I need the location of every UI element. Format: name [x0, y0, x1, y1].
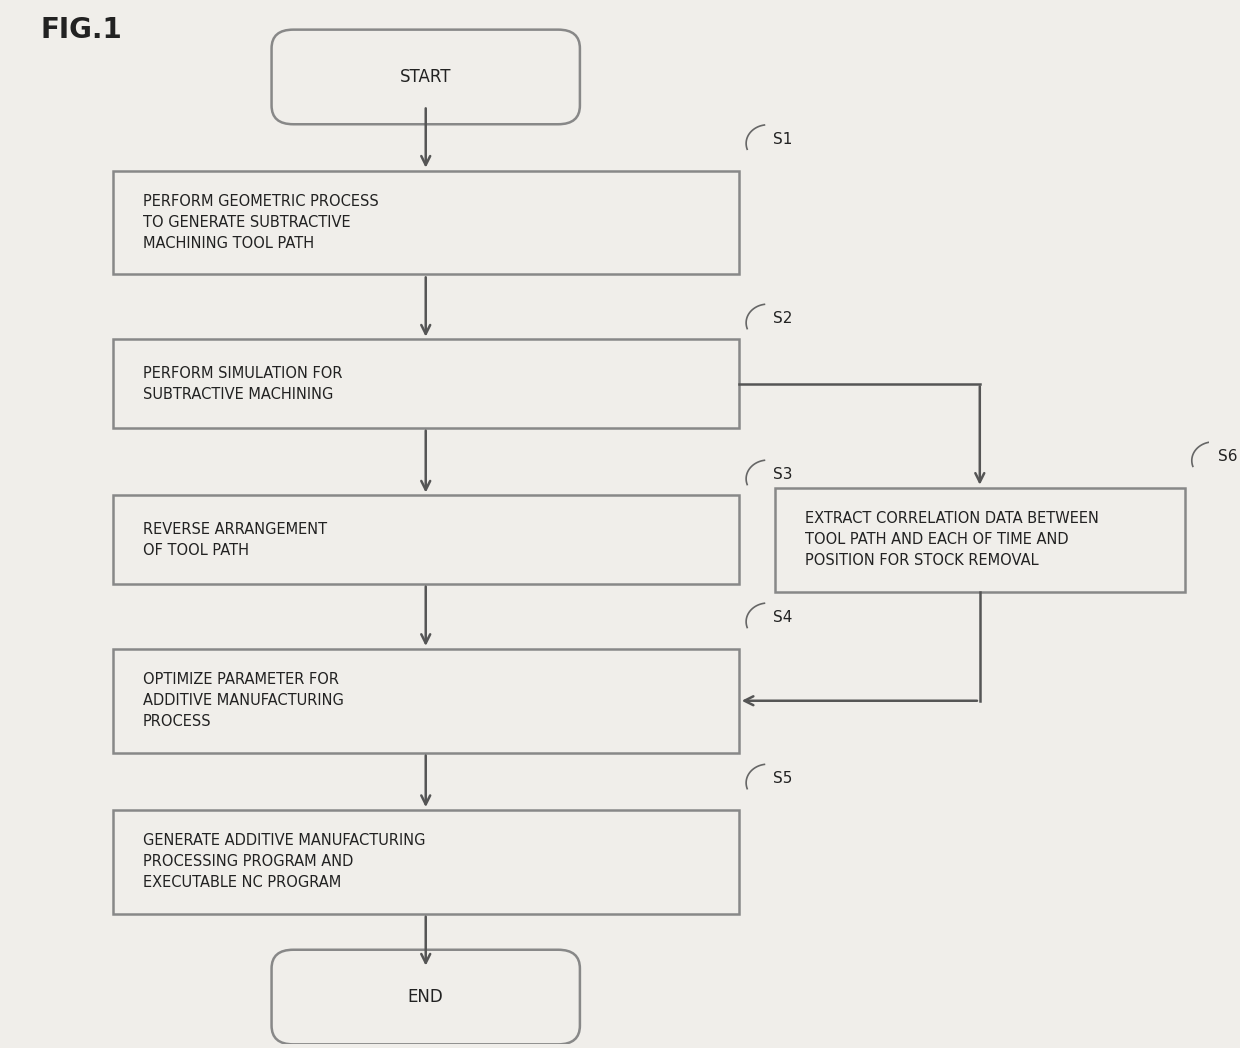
- Text: EXTRACT CORRELATION DATA BETWEEN
TOOL PATH AND EACH OF TIME AND
POSITION FOR STO: EXTRACT CORRELATION DATA BETWEEN TOOL PA…: [805, 511, 1099, 568]
- FancyBboxPatch shape: [272, 29, 580, 125]
- Text: S5: S5: [773, 771, 792, 786]
- Bar: [775, 487, 1184, 591]
- Text: PERFORM SIMULATION FOR
SUBTRACTIVE MACHINING: PERFORM SIMULATION FOR SUBTRACTIVE MACHI…: [143, 366, 342, 401]
- Text: REVERSE ARRANGEMENT
OF TOOL PATH: REVERSE ARRANGEMENT OF TOOL PATH: [143, 522, 327, 558]
- FancyBboxPatch shape: [272, 949, 580, 1045]
- Bar: [113, 810, 739, 914]
- Text: S2: S2: [773, 311, 792, 326]
- Text: GENERATE ADDITIVE MANUFACTURING
PROCESSING PROGRAM AND
EXECUTABLE NC PROGRAM: GENERATE ADDITIVE MANUFACTURING PROCESSI…: [143, 833, 425, 891]
- Bar: [113, 340, 739, 428]
- Text: S1: S1: [773, 132, 792, 147]
- Text: PERFORM GEOMETRIC PROCESS
TO GENERATE SUBTRACTIVE
MACHINING TOOL PATH: PERFORM GEOMETRIC PROCESS TO GENERATE SU…: [143, 194, 378, 252]
- Text: S3: S3: [773, 467, 792, 482]
- Bar: [113, 496, 739, 584]
- Text: START: START: [401, 68, 451, 86]
- Text: S6: S6: [1218, 449, 1238, 464]
- Bar: [113, 171, 739, 275]
- Text: S4: S4: [773, 610, 792, 625]
- Text: OPTIMIZE PARAMETER FOR
ADDITIVE MANUFACTURING
PROCESS: OPTIMIZE PARAMETER FOR ADDITIVE MANUFACT…: [143, 672, 343, 729]
- Text: END: END: [408, 988, 444, 1006]
- Text: FIG.1: FIG.1: [41, 16, 122, 44]
- Bar: [113, 649, 739, 752]
